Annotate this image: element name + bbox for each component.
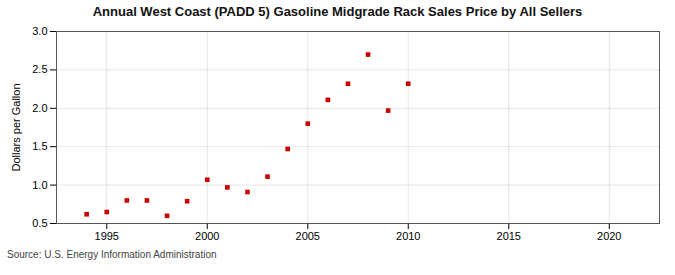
- svg-text:0.5: 0.5: [32, 217, 47, 229]
- svg-text:2005: 2005: [296, 230, 320, 242]
- svg-text:1.0: 1.0: [32, 179, 47, 191]
- svg-text:2010: 2010: [396, 230, 420, 242]
- svg-text:2.0: 2.0: [32, 102, 47, 114]
- svg-text:3.0: 3.0: [32, 25, 47, 37]
- svg-text:2.5: 2.5: [32, 63, 47, 75]
- svg-text:1995: 1995: [95, 230, 119, 242]
- svg-text:2020: 2020: [597, 230, 621, 242]
- html-text:Annual West Coast (PADD 5) Gas: Annual West Coast (PADD 5) Gasoline Midg…: [92, 4, 583, 19]
- svg-text:2015: 2015: [497, 230, 521, 242]
- html-text:Source: U.S. Energy Informatio: Source: U.S. Energy Information Administ…: [7, 249, 217, 260]
- svg-text:1.5: 1.5: [32, 140, 47, 152]
- svg-text:Dollars per Gallon: Dollars per Gallon: [10, 83, 22, 171]
- svg-text:2000: 2000: [195, 230, 219, 242]
